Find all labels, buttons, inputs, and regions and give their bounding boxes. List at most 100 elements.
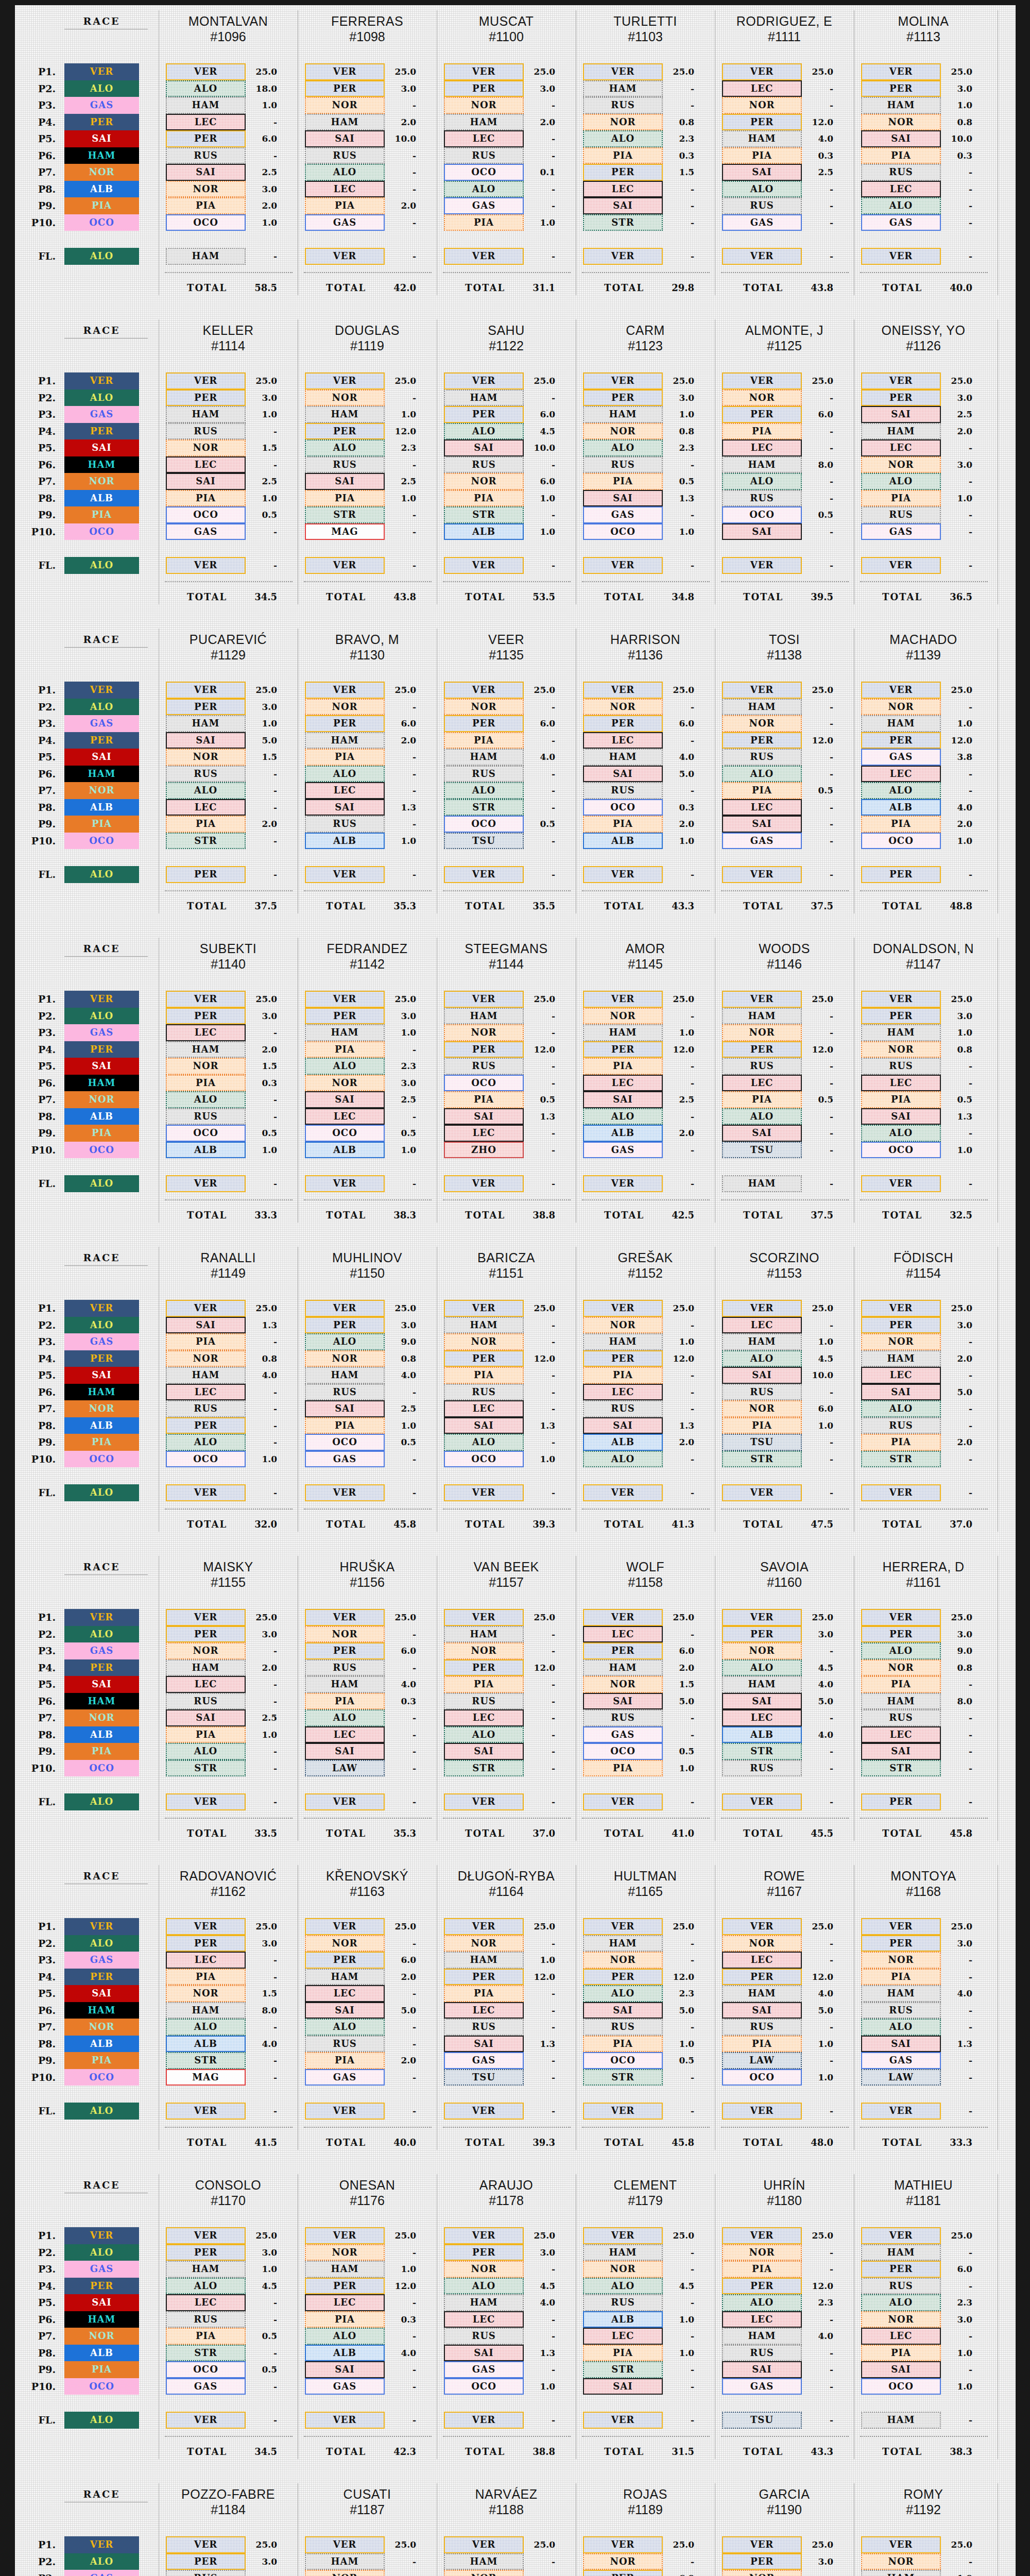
prediction-cell: NOR bbox=[166, 749, 246, 766]
prediction-cell: PIA bbox=[444, 214, 524, 231]
prediction-points: 0.3 bbox=[381, 1693, 416, 1710]
prediction-cell: SAI bbox=[166, 1709, 246, 1726]
prediction-points: 1.0 bbox=[381, 1417, 416, 1434]
total-separator-line bbox=[443, 2127, 571, 2128]
prediction-cell: PER bbox=[583, 2570, 663, 2576]
prediction-cell: HAM bbox=[166, 1041, 246, 1058]
position-label: P3. bbox=[15, 1024, 56, 1041]
position-label: P4. bbox=[15, 1041, 56, 1058]
prediction-cell: HAM bbox=[583, 1333, 663, 1350]
race-block: RACEP1.VERP2.ALOP3.GASP4.PERP5.SAIP6.HAM… bbox=[15, 927, 1016, 1236]
position-label: P5. bbox=[15, 130, 56, 147]
prediction-points: - bbox=[242, 1952, 277, 1969]
position-label: P3. bbox=[15, 1642, 56, 1659]
prediction-cell: STR bbox=[583, 2361, 663, 2378]
participant-id: #1161 bbox=[854, 1575, 993, 1590]
prediction-points: - bbox=[381, 523, 416, 540]
prediction-cell: PER bbox=[861, 80, 941, 97]
race-fastest-lap-cell: ALO bbox=[64, 866, 139, 883]
prediction-cell: PER bbox=[305, 1317, 385, 1334]
total-value: 37.0 bbox=[520, 1826, 555, 1841]
position-label: P9. bbox=[15, 2052, 56, 2069]
prediction-cell: PIA bbox=[305, 1041, 385, 1058]
prediction-points: - bbox=[937, 1058, 972, 1075]
prediction-points: - bbox=[242, 456, 277, 473]
prediction-cell: HAM bbox=[861, 1985, 941, 2002]
prediction-points: 25.0 bbox=[659, 63, 694, 80]
prediction-cell: SAI bbox=[583, 1417, 663, 1434]
prediction-points: 1.0 bbox=[659, 2311, 694, 2328]
prediction-points: 3.0 bbox=[937, 2311, 972, 2328]
prediction-points: - bbox=[798, 1384, 833, 1401]
participant-name: KELLER bbox=[159, 323, 298, 338]
prediction-points: - bbox=[798, 1108, 833, 1125]
total-separator-line bbox=[304, 1199, 432, 1200]
prediction-points: 1.0 bbox=[381, 1142, 416, 1159]
prediction-cell: PER bbox=[166, 389, 246, 406]
race-result-cell: HAM bbox=[64, 1693, 139, 1710]
prediction-cell: ALO bbox=[722, 2294, 802, 2311]
prediction-cell: HAM bbox=[444, 389, 524, 406]
race-result-cell: OCO bbox=[64, 833, 139, 850]
prediction-cell: PER bbox=[166, 2553, 246, 2570]
prediction-cell: HAM bbox=[722, 1008, 802, 1025]
prediction-points: - bbox=[798, 1024, 833, 1041]
total-value: 38.8 bbox=[520, 1208, 555, 1223]
prediction-points: 25.0 bbox=[798, 1300, 833, 1317]
prediction-points: - bbox=[381, 214, 416, 231]
prediction-points: 3.0 bbox=[659, 389, 694, 406]
fastest-lap-pick-cell: VER bbox=[861, 248, 941, 265]
prediction-points: 1.0 bbox=[242, 490, 277, 507]
prediction-cell: PIA bbox=[583, 147, 663, 164]
prediction-cell: SAI bbox=[722, 1125, 802, 1142]
position-label: P3. bbox=[15, 406, 56, 423]
total-label: TOTAL bbox=[465, 2444, 505, 2460]
total-separator-line bbox=[860, 2127, 988, 2128]
race-result-cell: GAS bbox=[64, 2570, 139, 2576]
prediction-points: 3.0 bbox=[381, 1075, 416, 1092]
prediction-points: 3.0 bbox=[242, 181, 277, 198]
prediction-points: - bbox=[659, 1451, 694, 1468]
prediction-cell: OCO bbox=[305, 1125, 385, 1142]
fastest-lap-points: - bbox=[937, 1793, 972, 1810]
prediction-cell: NOR bbox=[444, 1935, 524, 1952]
prediction-cell: ALO bbox=[305, 1333, 385, 1350]
fastest-lap-points: - bbox=[242, 866, 277, 883]
position-label: P7. bbox=[15, 164, 56, 181]
prediction-points: 1.0 bbox=[937, 490, 972, 507]
prediction-cell: PER bbox=[583, 1041, 663, 1058]
prediction-cell: OCO bbox=[583, 523, 663, 540]
fastest-lap-pick-cell: HAM bbox=[861, 2412, 941, 2429]
prediction-cell: HAM bbox=[444, 114, 524, 131]
participant-id: #1129 bbox=[159, 648, 298, 663]
prediction-cell: VER bbox=[861, 63, 941, 80]
prediction-points: 12.0 bbox=[659, 1350, 694, 1367]
prediction-cell: LEC bbox=[305, 181, 385, 198]
participant-name: ROJAS bbox=[576, 2487, 715, 2502]
participant-name: ALMONTE, J bbox=[715, 323, 854, 338]
total-separator-line bbox=[582, 1199, 710, 1200]
prediction-cell: SAI bbox=[861, 2361, 941, 2378]
participant-name: FERRERAS bbox=[298, 14, 437, 29]
fastest-lap-points: - bbox=[798, 866, 833, 883]
total-label: TOTAL bbox=[882, 899, 922, 914]
prediction-points: - bbox=[381, 1108, 416, 1125]
prediction-points: - bbox=[381, 749, 416, 766]
total-separator-line bbox=[304, 581, 432, 582]
prediction-cell: RUS bbox=[305, 2036, 385, 2053]
prediction-points: - bbox=[798, 2019, 833, 2036]
position-label: P7. bbox=[15, 2019, 56, 2036]
position-label: P10. bbox=[15, 833, 56, 850]
position-label: P6. bbox=[15, 2311, 56, 2328]
race-fastest-lap-cell: ALO bbox=[64, 2103, 139, 2120]
prediction-points: - bbox=[937, 766, 972, 783]
fastest-lap-label: FL. bbox=[15, 2103, 56, 2120]
prediction-cell: LEC bbox=[166, 1952, 246, 1969]
prediction-cell: VER bbox=[583, 63, 663, 80]
total-separator-line bbox=[443, 581, 571, 582]
prediction-cell: PER bbox=[444, 406, 524, 423]
prediction-cell: PIA bbox=[861, 147, 941, 164]
position-label: P9. bbox=[15, 2361, 56, 2378]
fastest-lap-pick-cell: VER bbox=[305, 1175, 385, 1192]
participant-name: GREŠAK bbox=[576, 1250, 715, 1265]
